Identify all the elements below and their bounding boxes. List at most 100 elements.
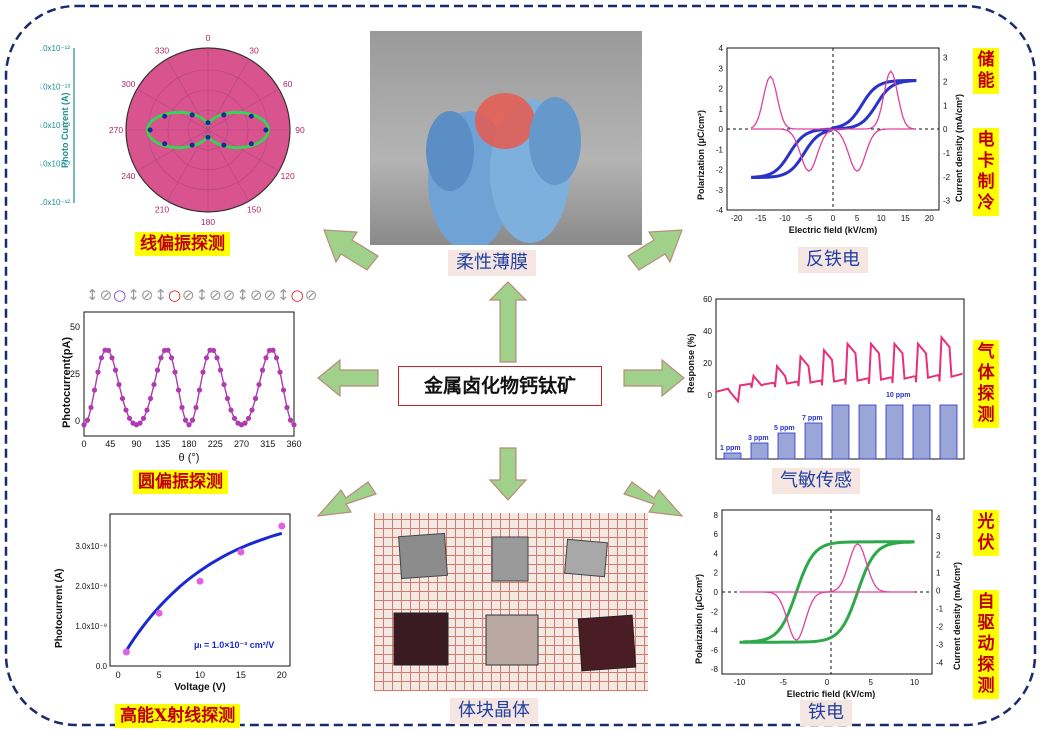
circ-point	[123, 407, 129, 413]
label-photovoltaic: 光伏	[973, 510, 999, 556]
afe-x-tick: 15	[901, 214, 910, 223]
circ-point	[84, 417, 91, 423]
circ-x-tick: 270	[234, 439, 249, 449]
fe-y-tick: -2	[711, 607, 719, 616]
gas-bar	[912, 404, 931, 460]
fe-y-tick: -6	[711, 646, 719, 655]
circ-point	[172, 369, 178, 375]
circ-point	[263, 355, 269, 361]
polar-radial-tick: 1.0x10⁻¹²	[40, 198, 70, 207]
gas-bar	[750, 442, 769, 460]
circ-point	[158, 355, 164, 361]
circ-y-tick: 25	[70, 369, 80, 379]
circ-point	[81, 422, 87, 428]
polar-angle-tick: 210	[155, 205, 169, 215]
fe-x-tick: 0	[825, 678, 830, 687]
gas-y-tick: 20	[703, 359, 712, 368]
svg-text:Current density (mA/cm²): Current density (mA/cm²)	[952, 562, 962, 670]
xray-x-tick: 15	[236, 670, 246, 680]
circ-point	[165, 347, 171, 353]
circ-point	[291, 422, 297, 428]
polar-angle-tick: 180	[201, 217, 215, 227]
xray-plot: Photocurrent (A) 0.0 1.0x10⁻⁹ 2.0x10⁻⁹ 3.0x…	[54, 513, 291, 693]
fe-y2-tick: -1	[936, 604, 944, 613]
xray-x-tick: 20	[277, 670, 287, 680]
label-gas-detection: 气体探测	[973, 340, 999, 428]
arrow-right	[623, 358, 685, 398]
polar-angle-tick: 30	[249, 45, 259, 55]
xray-x-tick: 0	[116, 670, 121, 680]
afe-y-tick: 0	[719, 125, 724, 134]
polar-angle-tick: 330	[155, 45, 169, 55]
label-flexible-film: 柔性薄膜	[448, 250, 536, 276]
circ-point	[256, 381, 262, 388]
circ-point	[193, 404, 199, 411]
polar-point	[248, 113, 254, 119]
svg-text:Current density (mA/cm²): Current density (mA/cm²)	[954, 94, 964, 202]
circ-point	[144, 407, 150, 413]
polar-angle-tick: 300	[121, 79, 135, 89]
afe-x-tick: 20	[925, 214, 934, 223]
bulk-crystal-photo	[374, 513, 648, 691]
circ-point	[242, 420, 248, 426]
circ-point	[228, 407, 234, 413]
afe-y-tick: 4	[719, 44, 724, 53]
afe-x-tick: -15	[755, 214, 767, 223]
gas-bar	[939, 404, 958, 460]
label-antiferroelectric: 反铁电	[798, 247, 868, 273]
gas-y-tick: 40	[703, 327, 712, 336]
circ-point	[252, 395, 259, 402]
circ-y-tick: 50	[70, 322, 80, 332]
xray-point	[196, 577, 204, 585]
xray-y-tick: 3.0x10⁻⁹	[75, 542, 107, 551]
arrow-up	[488, 281, 528, 363]
svg-text:Voltage (V): Voltage (V)	[174, 682, 225, 693]
circ-point	[214, 355, 220, 361]
label-energy-storage: 储能	[973, 48, 999, 94]
afe-y2-tick: 2	[943, 78, 948, 87]
gas-bar	[885, 404, 904, 460]
afe-x-tick: 10	[877, 214, 886, 223]
polar-point	[205, 120, 211, 126]
circ-point	[175, 387, 182, 393]
circ-x-tick: 0	[81, 439, 86, 449]
circ-point	[179, 404, 185, 411]
fe-x-tick: 10	[910, 678, 919, 687]
fe-plot: Polarization (μC/cm²) Current density (m…	[694, 509, 962, 699]
afe-y-tick: -2	[716, 166, 724, 175]
gas-bar-label: 10 ppm	[886, 392, 911, 399]
xray-point	[155, 609, 163, 617]
circ-point	[119, 395, 126, 402]
circ-point	[151, 381, 157, 388]
gas-bar-label: 7 ppm	[802, 415, 823, 422]
polar-point	[189, 142, 195, 148]
flexible-film-photo	[370, 31, 642, 245]
label-gas-sensing: 气敏传感	[772, 468, 860, 494]
afe-x-tick: 0	[831, 214, 836, 223]
xray-x-tick: 10	[195, 670, 205, 680]
gas-bar	[858, 404, 877, 460]
circ-point	[284, 404, 290, 411]
polar-point	[221, 142, 227, 148]
circ-point	[186, 422, 192, 428]
polar-point	[162, 113, 168, 119]
svg-text:θ (°): θ (°)	[179, 452, 200, 464]
label-ferroelectric: 铁电	[800, 700, 852, 726]
polarization-icons: ↕⊘○↕⊘↕○⊘↕⊘⊘↕⊘⊘↕○⊘	[86, 286, 319, 304]
polar-point	[263, 127, 269, 133]
circ-point	[182, 417, 189, 423]
fe-x-tick: 5	[869, 678, 874, 687]
svg-text:Photocurrent(pA): Photocurrent(pA)	[61, 337, 73, 428]
afe-y2-tick: 3	[943, 54, 948, 63]
polar-point	[248, 141, 254, 147]
afe-y-tick: -1	[716, 145, 724, 154]
label-electrocaloric: 电卡制冷	[973, 128, 999, 216]
svg-text:μₗ = 1.0×10⁻³ cm²/V: μₗ = 1.0×10⁻³ cm²/V	[194, 640, 274, 650]
polar-angle-tick: 240	[121, 171, 135, 181]
svg-text:Photocurrent (A): Photocurrent (A)	[54, 569, 65, 648]
circ-point	[196, 387, 203, 393]
xray-x-tick: 5	[157, 670, 162, 680]
arrow-left	[317, 358, 379, 398]
fe-x-tick: -10	[734, 678, 746, 687]
